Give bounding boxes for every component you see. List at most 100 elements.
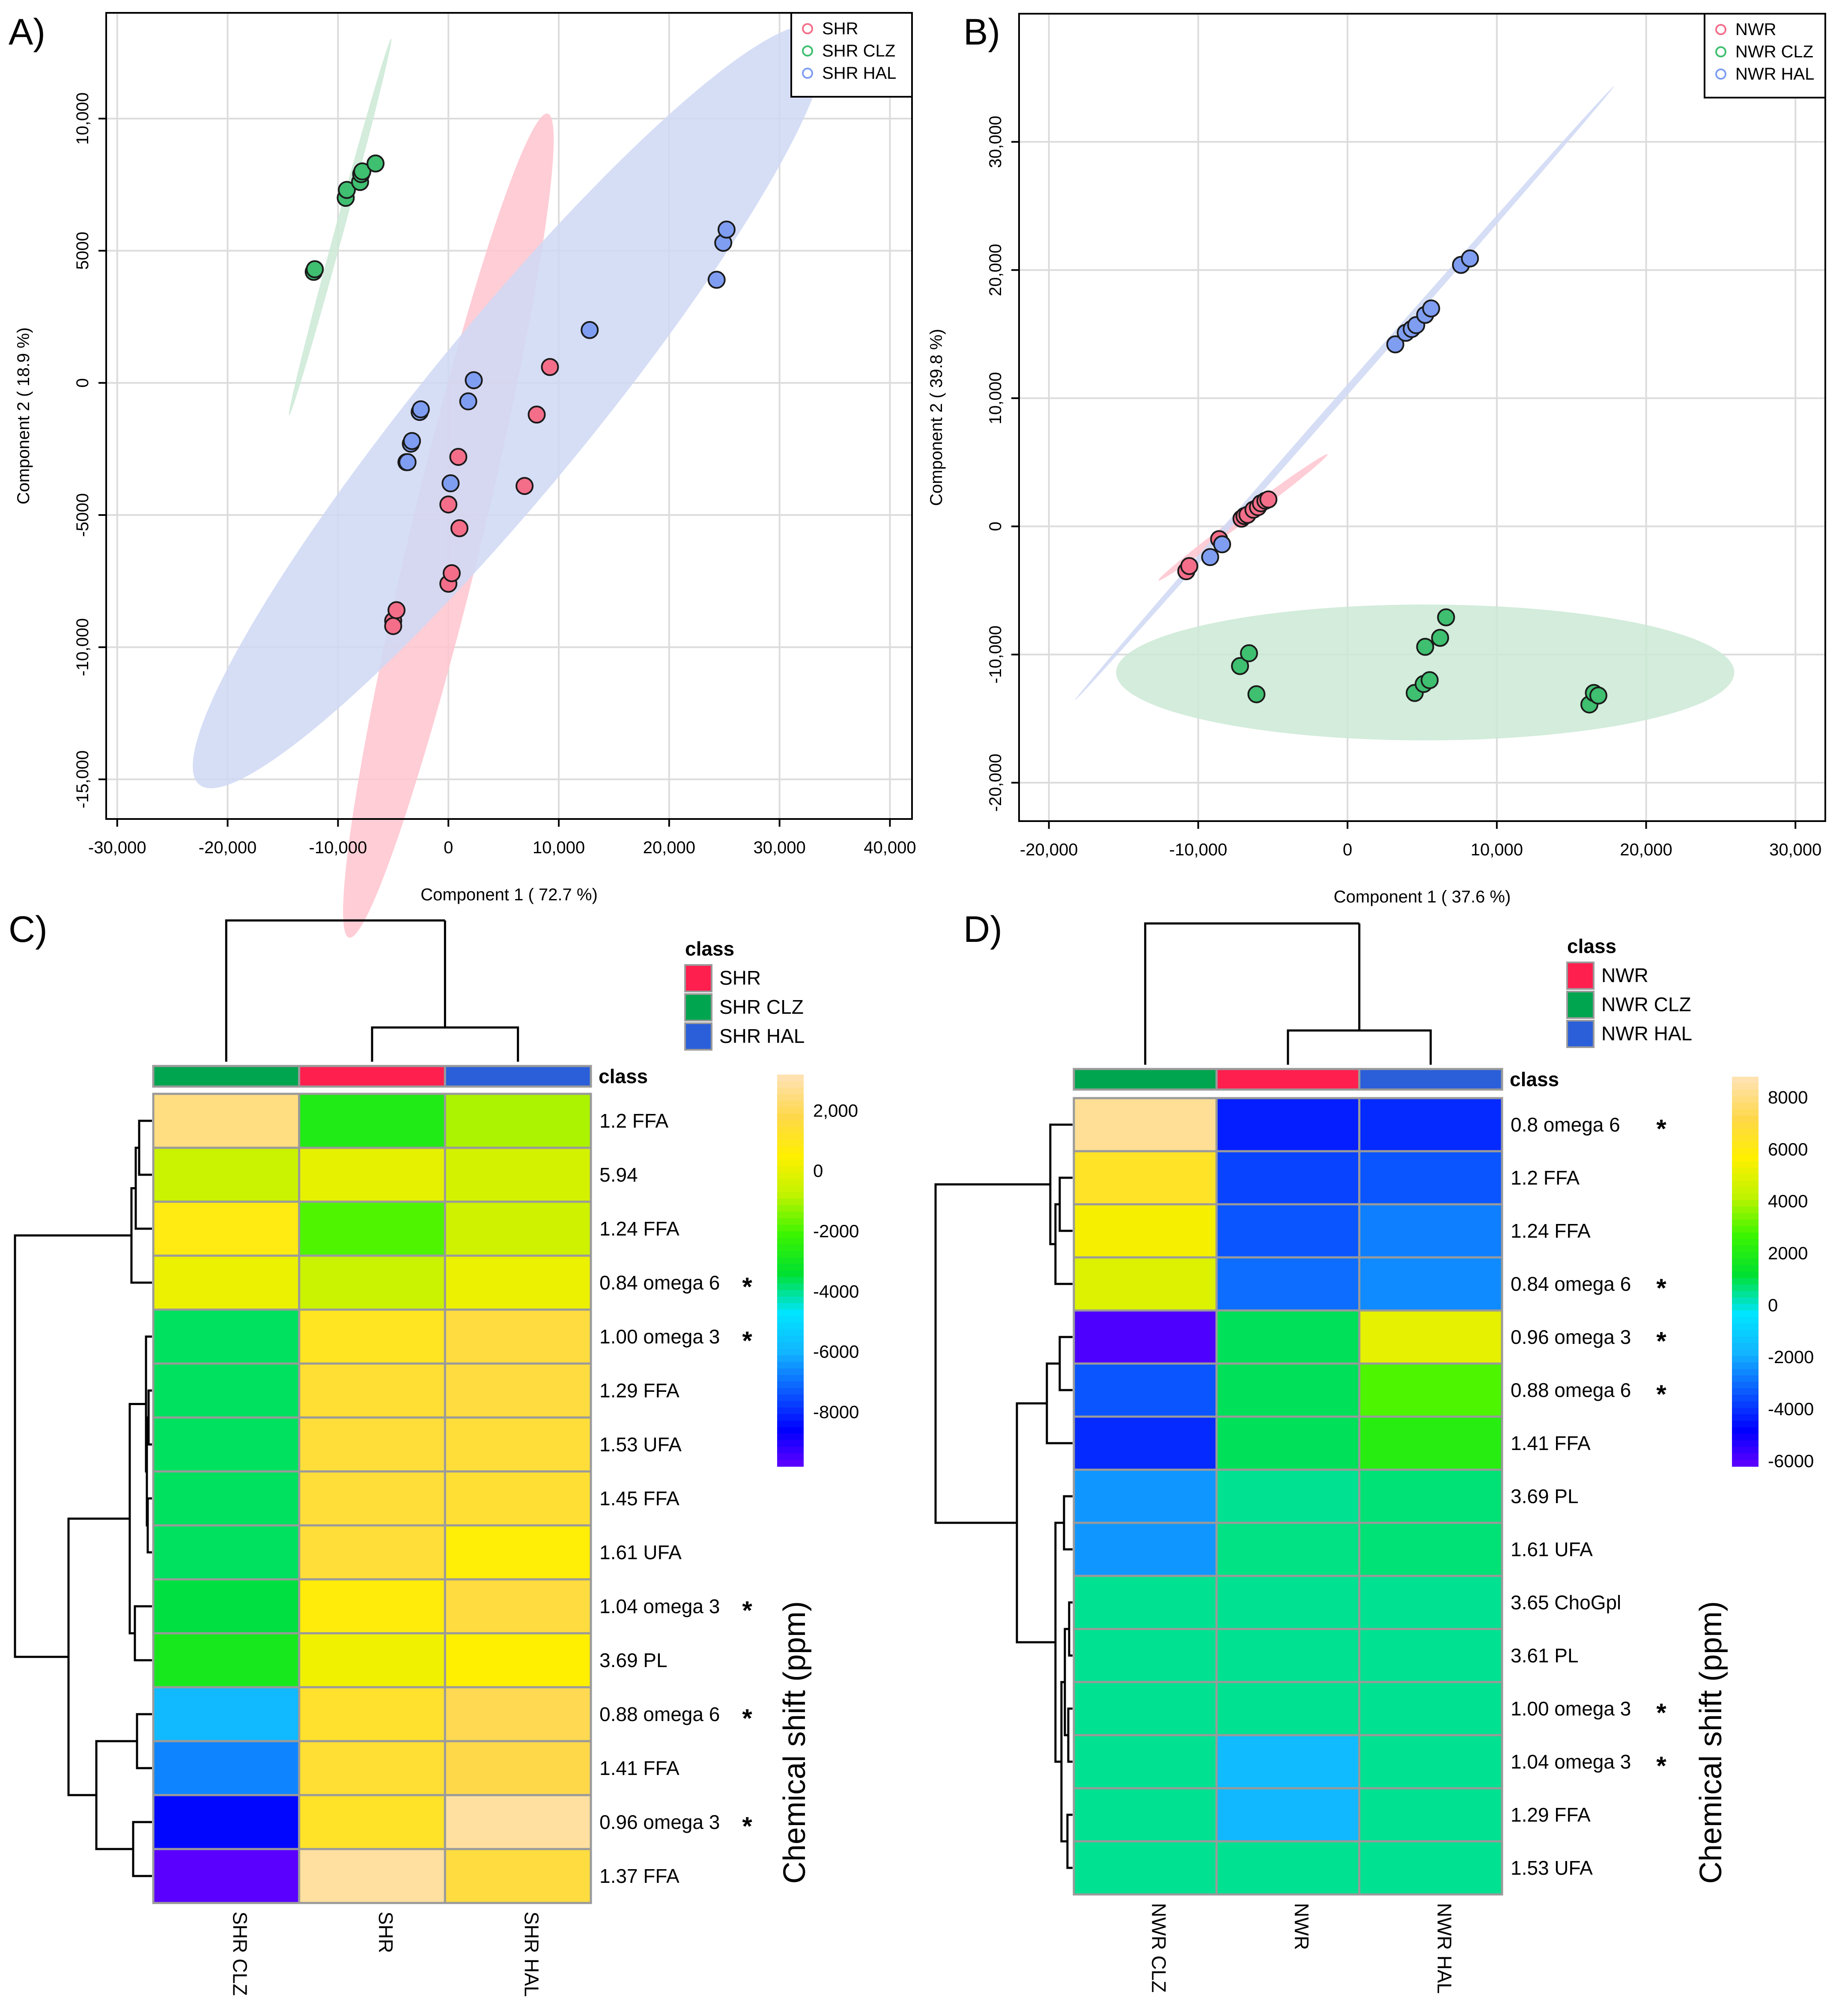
heatmap-cell: [298, 1254, 446, 1311]
colorbar-segment: [1732, 1206, 1759, 1214]
legend-label: NWR: [1735, 20, 1776, 39]
x-tick-label: -20,000: [199, 838, 257, 857]
significance-star: *: [1656, 1327, 1666, 1355]
y-tick-label: 30,000: [986, 116, 1005, 168]
data-point-nwr-hal: [1386, 335, 1404, 354]
data-point-shr-hal: [403, 432, 421, 450]
heatmap-cell: [1358, 1309, 1503, 1365]
panel-label: A): [9, 12, 45, 53]
heatmap-cell: [444, 1632, 592, 1688]
heatmap-cell: [1215, 1522, 1361, 1577]
data-point-nwr-clz: [1240, 644, 1258, 662]
data-point-nwr-hal: [1422, 299, 1440, 318]
heatmap-cell: [298, 1578, 446, 1635]
heatmap-axis-label: Chemical shift (ppm): [778, 1601, 812, 1884]
data-point-nwr-hal: [1213, 535, 1231, 554]
legend-swatch: [684, 993, 712, 1021]
colorbar-segment: [777, 1296, 804, 1304]
colorbar-segment: [1732, 1336, 1759, 1343]
x-tick-label: 0: [444, 838, 453, 857]
row-label: 1.00 omega 3: [599, 1325, 720, 1348]
heatmap-cell: [1073, 1840, 1218, 1896]
column-label: SHR HAL: [521, 1912, 543, 1997]
data-point-nwr-clz: [1420, 671, 1439, 689]
heatmap-cell: [444, 1146, 592, 1203]
colorbar-segment: [1732, 1245, 1759, 1253]
x-tick-label: 0: [1343, 840, 1352, 859]
row-label: 0.96 omega 3: [1511, 1326, 1631, 1348]
data-point-shr-hal: [717, 220, 736, 239]
heatmap-cell: [1358, 1787, 1503, 1843]
colorbar-segment: [1732, 1135, 1759, 1142]
heatmap-cell: [1215, 1628, 1361, 1683]
legend-marker: [1715, 46, 1726, 57]
heatmap-cell: [1358, 1256, 1503, 1312]
data-point-shr-hal: [411, 400, 430, 419]
heatmap-cell: [298, 1146, 446, 1203]
panel-b-scatter: B) -20,000 -10,000 0 10,000 20,000 30,000 -20,0…: [927, 12, 1826, 906]
legend-marker: [802, 45, 813, 57]
data-point-shr-clz: [367, 154, 385, 173]
colorbar-segment: [1732, 1401, 1759, 1409]
colorbar-segment: [1732, 1187, 1759, 1194]
heatmap-cell: [1215, 1256, 1361, 1312]
colorbar-segment: [777, 1329, 804, 1336]
colorbar-segment: [1732, 1459, 1759, 1467]
y-tick-label: 10,000: [73, 92, 92, 145]
colorbar-segment: [1732, 1233, 1759, 1240]
colorbar-segment: [777, 1283, 804, 1291]
row-label: 1.41 FFA: [599, 1757, 680, 1779]
data-point-nwr-clz: [1589, 686, 1607, 705]
legend-marker: [1715, 24, 1726, 35]
row-label: 3.69 PL: [599, 1649, 668, 1671]
heatmap-cell: [444, 1848, 592, 1904]
row-label: 1.04 omega 3: [599, 1595, 720, 1617]
colorbar-segment: [777, 1362, 804, 1369]
data-point-shr-clz: [353, 162, 372, 181]
colorbar-segment: [1732, 1453, 1759, 1460]
colorbar-segment: [777, 1336, 804, 1343]
heatmap-cell: [1215, 1203, 1361, 1259]
colorbar-segment: [1732, 1427, 1759, 1435]
colorbar-segment: [777, 1218, 804, 1225]
row-label: 0.96 omega 3: [599, 1811, 720, 1833]
heatmap-cell: [152, 1578, 301, 1635]
heatmap-cell: [1358, 1203, 1503, 1259]
heatmap-cell: [1073, 1362, 1218, 1418]
heatmap-cell: [444, 1740, 592, 1796]
y-tick-label: -15,000: [73, 750, 92, 809]
confidence-ellipse-nwr-hal: [1075, 86, 1614, 700]
colorbar-segment: [1732, 1395, 1759, 1402]
legend-label: SHR HAL: [822, 64, 896, 83]
heatmap-cell: [152, 1093, 301, 1149]
data-point-shr-clz: [338, 181, 356, 199]
data-point-shr: [384, 617, 402, 635]
heatmap-cell: [298, 1686, 446, 1742]
heatmap-cell: [1073, 1097, 1218, 1152]
row-label: 1.00 omega 3: [1511, 1697, 1631, 1720]
legend-label: NWR HAL: [1601, 1022, 1692, 1045]
legend-label: SHR: [719, 967, 761, 989]
row-label: 1.2 FFA: [599, 1110, 668, 1132]
legend-title: class: [685, 938, 734, 960]
panel-a-scatter: A) -30,000 -20,000 -10,000 0 10,000 20,000 30,0…: [9, 12, 916, 938]
heatmap-cell: [1215, 1468, 1361, 1524]
colorbar-segment: [777, 1355, 804, 1362]
colorbar-segment: [1732, 1155, 1759, 1162]
column-label: SHR: [375, 1912, 397, 1953]
colorbar-segment: [777, 1401, 804, 1408]
data-point-nwr-clz: [1437, 608, 1455, 627]
row-label: 0.8 omega 6: [1511, 1114, 1620, 1136]
colorbar-segment: [777, 1303, 804, 1310]
colorbar-segment: [1732, 1330, 1759, 1337]
data-point-nwr-clz: [1247, 685, 1266, 703]
heatmap-cell: [1215, 1150, 1361, 1206]
colorbar-segment: [1732, 1420, 1759, 1428]
colorbar-segment: [777, 1140, 804, 1147]
colorbar-tick-label: -6000: [1768, 1451, 1814, 1471]
row-label: 1.45 FFA: [599, 1487, 680, 1510]
colorbar-segment: [777, 1166, 804, 1173]
heatmap-cell: [1358, 1362, 1503, 1418]
heatmap-cell: [444, 1470, 592, 1527]
